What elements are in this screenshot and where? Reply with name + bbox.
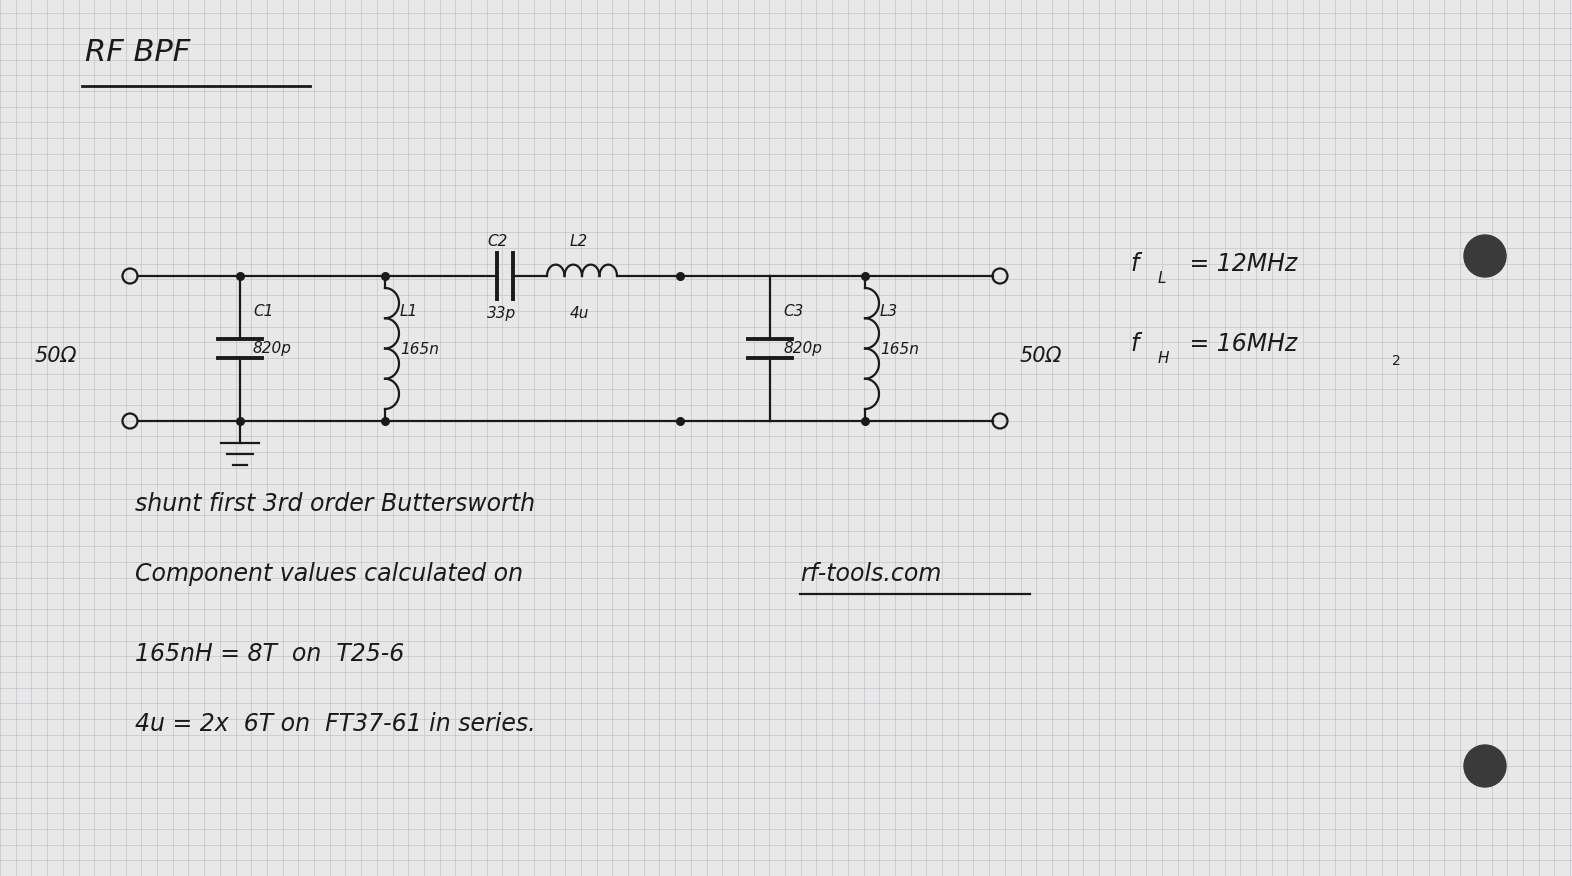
- Text: 4u: 4u: [571, 306, 590, 321]
- Text: 820p: 820p: [783, 342, 822, 357]
- Text: f: f: [1130, 252, 1138, 276]
- Text: 2: 2: [1391, 354, 1401, 368]
- Text: L3: L3: [880, 305, 898, 320]
- Circle shape: [1464, 235, 1506, 277]
- Text: 33p: 33p: [487, 306, 516, 321]
- Text: Component values calculated on: Component values calculated on: [135, 562, 531, 586]
- Text: L2: L2: [571, 234, 588, 249]
- Text: H: H: [1159, 351, 1170, 366]
- Text: L1: L1: [399, 305, 418, 320]
- Text: L: L: [1159, 271, 1166, 286]
- Text: 165nH = 8T  on  T25-6: 165nH = 8T on T25-6: [135, 642, 404, 666]
- Text: shunt first 3rd order Buttersworth: shunt first 3rd order Buttersworth: [135, 492, 534, 516]
- Text: 4u = 2x  6T on  FT37-61 in series.: 4u = 2x 6T on FT37-61 in series.: [135, 712, 536, 736]
- Text: rf-tools.com: rf-tools.com: [800, 562, 942, 586]
- Text: C3: C3: [783, 305, 803, 320]
- Text: = 16MHz: = 16MHz: [1182, 332, 1297, 356]
- Text: 165n: 165n: [399, 342, 439, 357]
- Text: C1: C1: [253, 305, 274, 320]
- Text: RF BPF: RF BPF: [85, 38, 190, 67]
- Circle shape: [1464, 745, 1506, 787]
- Text: 820p: 820p: [253, 342, 292, 357]
- Text: 165n: 165n: [880, 342, 920, 357]
- Text: 50Ω: 50Ω: [1020, 347, 1063, 366]
- Text: = 12MHz: = 12MHz: [1182, 252, 1297, 276]
- Text: 50Ω: 50Ω: [35, 347, 77, 366]
- Text: f: f: [1130, 332, 1138, 356]
- Text: C2: C2: [487, 234, 508, 249]
